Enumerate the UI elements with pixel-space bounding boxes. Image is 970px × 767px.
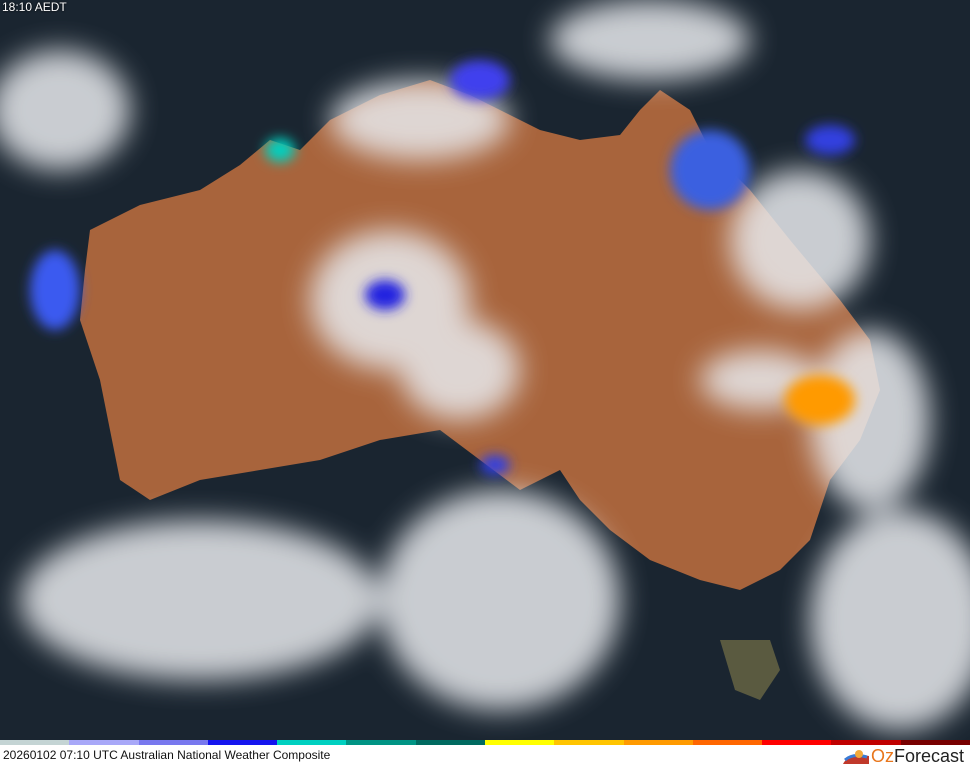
legend-swatch <box>138 740 208 745</box>
ozforecast-logo[interactable]: Oz Forecast <box>841 746 964 767</box>
map-caption: 20260102 07:10 UTC Australian National W… <box>3 748 331 762</box>
legend-swatch <box>69 740 139 745</box>
legend-swatch <box>762 740 832 745</box>
legend-swatch <box>554 740 624 745</box>
legend-swatch <box>0 740 70 745</box>
legend-swatch <box>207 740 278 745</box>
legend-swatch <box>484 740 555 745</box>
legend-swatch <box>277 740 347 745</box>
legend-swatch <box>623 740 693 745</box>
logo-forecast: Forecast <box>893 746 964 766</box>
radar-color-legend <box>0 740 970 745</box>
tasmania <box>720 640 780 700</box>
legend-swatch <box>831 740 901 745</box>
local-time-label: 18:10 AEDT <box>2 0 67 14</box>
clouds <box>0 0 970 730</box>
legend-swatch <box>415 740 485 745</box>
legend-swatch <box>900 740 970 745</box>
legend-swatch <box>346 740 416 745</box>
radar-echoes <box>30 60 855 475</box>
satellite-radar-map <box>0 0 970 740</box>
logo-icon <box>842 749 869 764</box>
logo-oz: Oz <box>870 746 894 766</box>
legend-swatch <box>692 740 763 745</box>
